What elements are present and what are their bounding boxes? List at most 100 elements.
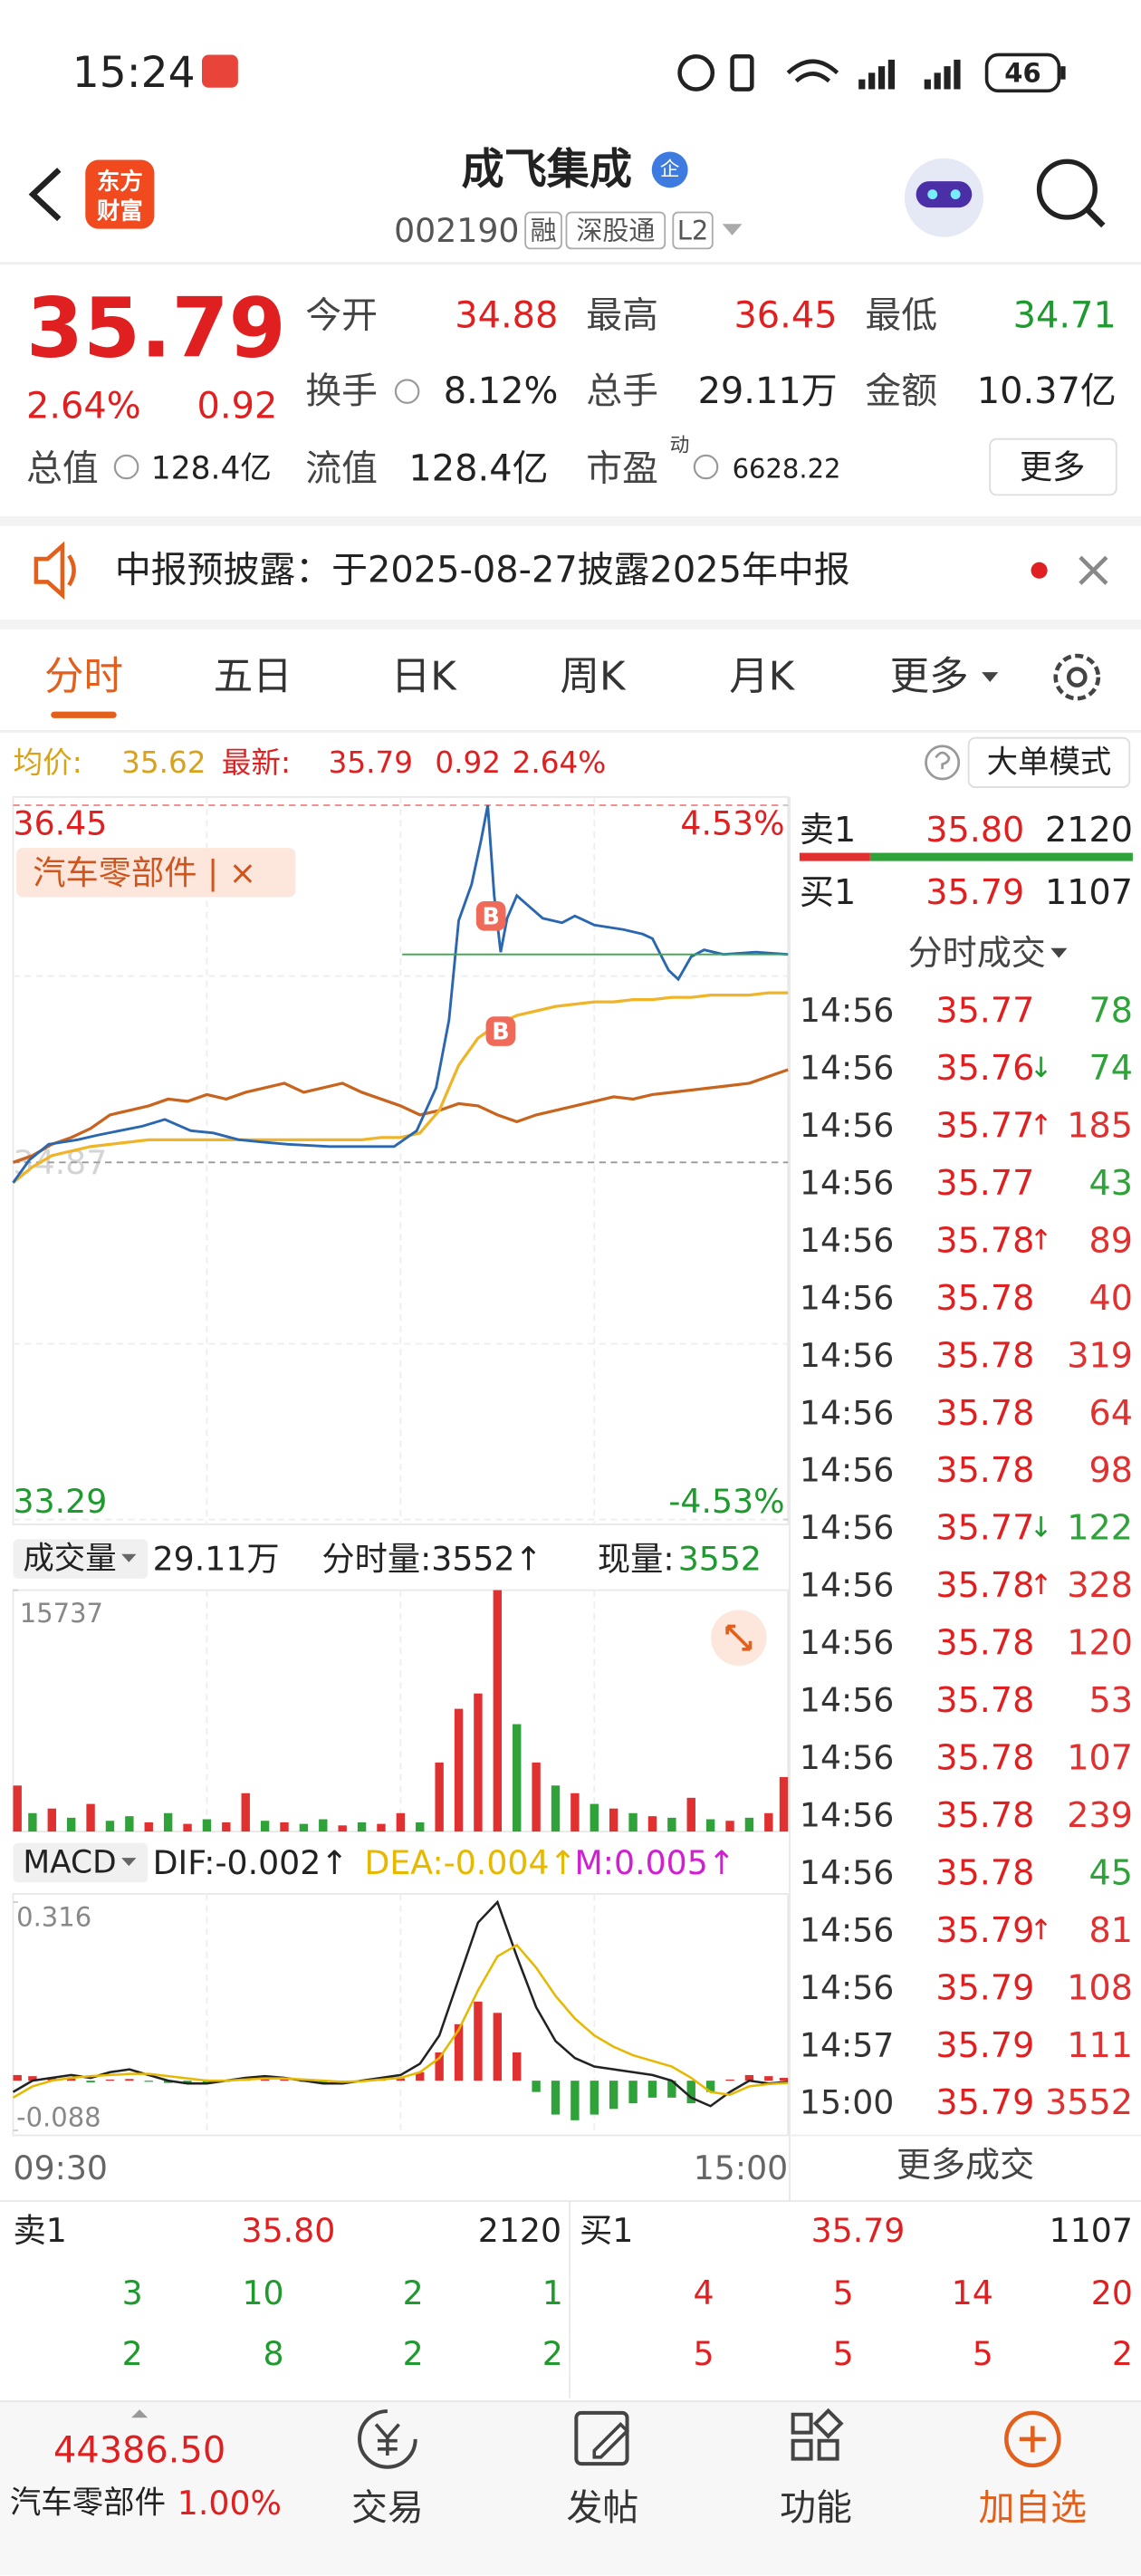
logo-text: 东方: [97, 168, 143, 195]
volume-bar: [260, 1821, 270, 1832]
index-value[interactable]: 44386.50: [53, 2430, 225, 2472]
volume-bar: [744, 1817, 754, 1832]
trade-volume: 108: [1067, 1967, 1133, 2007]
tab[interactable]: 月K: [729, 655, 795, 700]
tag-box: [565, 211, 666, 250]
tab[interactable]: 五日: [214, 655, 292, 700]
current-volume: 3552: [678, 1540, 762, 1579]
nav-button[interactable]: 加自选: [979, 2487, 1088, 2529]
volume-bar: [686, 1797, 695, 1832]
trade-time: 14:56: [800, 1049, 894, 1088]
depth-volume: 2120: [478, 2211, 561, 2250]
trade-price: 35.78: [935, 1278, 1034, 1318]
battery-tip: [1060, 66, 1066, 80]
speaker-icon: [34, 541, 76, 600]
info-icon[interactable]: [693, 454, 719, 480]
depth-volume: 1107: [1050, 2211, 1133, 2250]
depth-cell: 3: [122, 2273, 143, 2312]
tab[interactable]: 周K: [560, 655, 626, 700]
book-volume: 1107: [1045, 872, 1133, 912]
sector-tag[interactable]: 汽车零部件 | ×: [33, 853, 256, 892]
back-button[interactable]: [28, 168, 62, 222]
more-button[interactable]: [989, 437, 1117, 496]
macd-bar: [779, 2078, 789, 2081]
macd-bar: [609, 2081, 618, 2110]
tab[interactable]: 更多: [890, 655, 969, 700]
field-value: 34.71: [1013, 295, 1117, 337]
x-tick-label: 09:30: [14, 2148, 108, 2187]
pen-glyph: [592, 2421, 630, 2459]
volume-total: 29.11万: [153, 1540, 280, 1579]
trades-title[interactable]: 分时成交: [908, 933, 1046, 973]
notice-text[interactable]: 中报预披露：于2025-08-27披露2025年中报: [115, 550, 850, 591]
big-order-mode[interactable]: 大单模式: [987, 745, 1112, 781]
macd-menu[interactable]: MACD: [23, 1845, 116, 1881]
tab[interactable]: 分时: [44, 655, 123, 700]
series-line: [12, 991, 789, 1185]
volume-bar: [66, 1817, 76, 1832]
volume-bar: [125, 1816, 134, 1832]
help-button[interactable]: [925, 745, 961, 781]
macd-menu-bg[interactable]: [13, 1842, 149, 1883]
field-value: 6628.22: [733, 453, 841, 484]
more-trades[interactable]: 更多成交: [896, 2145, 1034, 2185]
trade-marker: [475, 900, 506, 931]
nav-button[interactable]: 功能: [780, 2487, 852, 2529]
volume-bar: [377, 1823, 386, 1832]
depth-price: 35.80: [242, 2211, 336, 2250]
macd-bar: [570, 2081, 580, 2120]
trade-volume: 53: [1088, 1680, 1132, 1720]
tab-dropdown[interactable]: [982, 672, 999, 683]
big-order-button[interactable]: [967, 736, 1131, 788]
trade-time: 14:56: [800, 1451, 894, 1490]
trade-arrow: ↓: [1030, 1052, 1053, 1084]
info-change: 0.92: [435, 745, 501, 780]
volume-menu[interactable]: 成交量: [23, 1541, 116, 1577]
depth-cell: 5: [833, 2334, 854, 2373]
field-value: 128.4亿: [408, 447, 548, 489]
settings-button[interactable]: [1053, 653, 1101, 701]
search-button[interactable]: [1036, 159, 1098, 220]
field-value: 36.45: [734, 295, 837, 337]
minute-volume: 分时量:3552↑: [321, 1540, 542, 1579]
code-dropdown[interactable]: [722, 224, 743, 235]
macd-bar: [183, 2081, 192, 2084]
macd-bar: [705, 2081, 715, 2092]
tab[interactable]: 日K: [391, 655, 457, 700]
trades-dropdown[interactable]: [1050, 947, 1068, 958]
sector-tag-bg[interactable]: [16, 848, 296, 898]
field-label: 总值: [26, 447, 99, 489]
help-glyph: [935, 751, 951, 770]
info-change-pct: 2.64%: [513, 745, 607, 780]
tag-box: [524, 211, 562, 250]
nav-button[interactable]: 发帖: [566, 2487, 638, 2529]
trade-price: 35.78: [935, 1623, 1034, 1663]
trade-price: 35.77: [935, 1508, 1034, 1548]
volume-menu-bg[interactable]: [13, 1539, 149, 1579]
status-time: 15:24: [72, 48, 196, 98]
macd-bar: [686, 2081, 695, 2104]
book-label: 卖1: [800, 810, 856, 850]
index-expand[interactable]: [131, 2409, 149, 2418]
info-icon[interactable]: [113, 454, 139, 480]
plus-glyph: [1019, 2426, 1046, 2453]
trade-volume: 107: [1067, 1738, 1133, 1778]
field-label: 最低: [865, 295, 937, 337]
info-latest: 35.79: [329, 745, 413, 780]
post-icon: [574, 2410, 629, 2466]
macd-bar: [28, 2076, 37, 2081]
volume-bar: [667, 1817, 676, 1832]
depth-cell: 10: [242, 2273, 283, 2312]
more-button-text[interactable]: 更多: [1020, 447, 1086, 486]
info-icon[interactable]: [394, 379, 420, 404]
macd-bar: [13, 2074, 22, 2081]
volume-bar: [144, 1821, 153, 1832]
y-tick-label: 0.316: [16, 1901, 91, 1932]
section-gap: [0, 515, 1141, 526]
close-notice[interactable]: [1079, 555, 1108, 585]
nav-button[interactable]: 交易: [351, 2487, 424, 2529]
macd-bar: [66, 2078, 76, 2081]
volume-bar: [609, 1808, 618, 1832]
